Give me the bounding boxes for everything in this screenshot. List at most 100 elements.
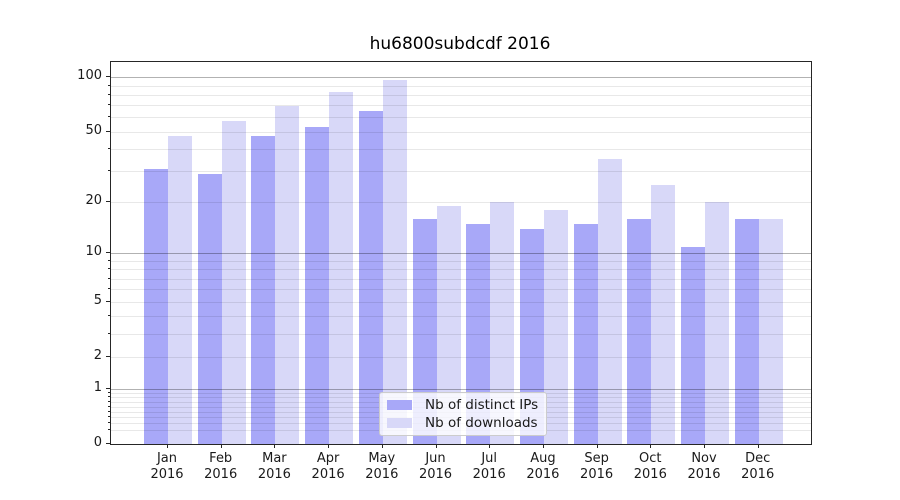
bar-downloads-dec: [758, 218, 783, 444]
x-tick-label: Nov 2016: [687, 451, 721, 482]
legend-swatch-distinct-ips: [387, 400, 412, 410]
y-minor-tick-mark: [108, 260, 110, 261]
minor-gridline: [111, 261, 811, 262]
bar-downloads-sep: [597, 159, 622, 444]
plot-area: [110, 61, 812, 445]
x-tick-mark: [381, 444, 383, 448]
minor-gridline: [111, 356, 811, 358]
y-tick-label: 5: [93, 292, 102, 308]
minor-gridline: [111, 85, 811, 87]
bar-downloads-aug: [543, 210, 568, 444]
x-tick-mark: [167, 444, 168, 448]
bar-ips-may: [358, 111, 383, 444]
x-tick-mark: [650, 444, 652, 448]
major-gridline: [111, 253, 811, 255]
minor-gridline: [111, 289, 811, 291]
y-minor-tick-mark: [108, 288, 110, 290]
minor-gridline: [111, 278, 811, 280]
minor-gridline: [111, 117, 811, 119]
y-minor-tick-mark: [108, 400, 110, 402]
minor-gridline: [111, 131, 811, 133]
chart-title: hu6800subdcdf 2016: [369, 34, 551, 54]
x-tick-label: Jun 2016: [418, 451, 453, 482]
minor-gridline: [111, 94, 811, 96]
x-tick-label: May 2016: [365, 451, 399, 482]
y-tick-label: 100: [77, 68, 102, 84]
bar-ips-sep: [573, 223, 598, 444]
y-minor-tick-mark: [108, 84, 110, 86]
y-minor-tick-mark: [108, 93, 110, 95]
y-minor-tick-mark: [108, 104, 110, 106]
major-gridline: [111, 388, 811, 390]
minor-gridline: [111, 301, 811, 303]
minor-gridline: [111, 171, 811, 173]
y-minor-tick-mark: [108, 300, 110, 302]
y-minor-tick-mark: [108, 405, 110, 407]
x-tick-label: Aug 2016: [526, 451, 560, 482]
y-minor-tick-mark: [108, 170, 110, 172]
y-minor-tick-mark: [108, 396, 110, 398]
y-minor-tick-mark: [108, 410, 110, 412]
y-minor-tick-mark: [108, 201, 110, 202]
bar-downloads-oct: [651, 185, 676, 444]
legend-swatch-downloads: [387, 418, 412, 428]
bar-downloads-apr: [329, 91, 354, 444]
bar-downloads-nov: [705, 202, 729, 444]
y-tick-label: 10: [85, 244, 102, 260]
y-minor-tick-mark: [108, 416, 110, 418]
y-minor-tick-mark: [108, 116, 110, 118]
y-tick-mark: [106, 387, 110, 389]
bar-ips-dec: [734, 218, 759, 444]
y-tick-mark: [106, 76, 110, 78]
x-tick-label: Dec 2016: [741, 451, 775, 482]
y-minor-tick-mark: [108, 147, 110, 149]
bar-ips-jan: [144, 168, 168, 444]
x-tick-mark: [435, 444, 437, 448]
y-tick-label: 2: [93, 347, 102, 363]
bar-downloads-feb: [221, 121, 246, 444]
x-tick-mark: [220, 444, 222, 448]
y-minor-tick-mark: [108, 277, 110, 279]
y-minor-tick-mark: [108, 332, 110, 334]
x-tick-mark: [757, 444, 759, 448]
bar-ips-nov: [681, 246, 705, 444]
major-gridline: [111, 77, 811, 79]
y-tick-label: 20: [85, 193, 102, 208]
bar-ips-feb: [197, 173, 222, 444]
y-minor-tick-mark: [108, 315, 110, 317]
minor-gridline: [111, 269, 811, 271]
legend-item-downloads: Nb of downloads: [387, 415, 538, 431]
y-minor-tick-mark: [108, 355, 110, 357]
y-tick-label: 0: [93, 435, 102, 450]
minor-gridline: [111, 148, 811, 150]
minor-gridline: [111, 202, 811, 203]
bar-ips-apr: [305, 127, 330, 444]
x-tick-label: Jan 2016: [150, 451, 184, 482]
x-tick-mark: [596, 444, 598, 448]
y-minor-tick-mark: [108, 268, 110, 270]
minor-gridline: [111, 316, 811, 318]
y-tick-mark: [106, 252, 110, 254]
minor-gridline: [111, 333, 811, 335]
legend-label-downloads: Nb of downloads: [425, 415, 538, 431]
x-tick-label: Feb 2016: [204, 451, 238, 482]
x-tick-label: Oct 2016: [633, 451, 667, 482]
minor-gridline: [111, 105, 811, 107]
x-tick-mark: [274, 444, 276, 448]
bar-downloads-mar: [275, 106, 300, 444]
y-tick-mark: [106, 443, 110, 444]
legend: Nb of distinct IPs Nb of downloads: [379, 392, 547, 436]
legend-label-distinct-ips: Nb of distinct IPs: [425, 397, 539, 413]
x-tick-label: Sep 2016: [580, 451, 614, 482]
x-tick-label: Mar 2016: [257, 451, 291, 482]
y-minor-tick-mark: [108, 428, 110, 430]
bar-downloads-jan: [168, 136, 192, 444]
x-tick-label: Jul 2016: [472, 451, 506, 482]
x-tick-mark: [328, 444, 330, 448]
x-tick-mark: [542, 444, 544, 448]
x-tick-mark: [704, 444, 705, 448]
y-minor-tick-mark: [108, 130, 110, 132]
y-tick-label: 1: [93, 379, 102, 395]
y-minor-tick-mark: [108, 392, 110, 393]
